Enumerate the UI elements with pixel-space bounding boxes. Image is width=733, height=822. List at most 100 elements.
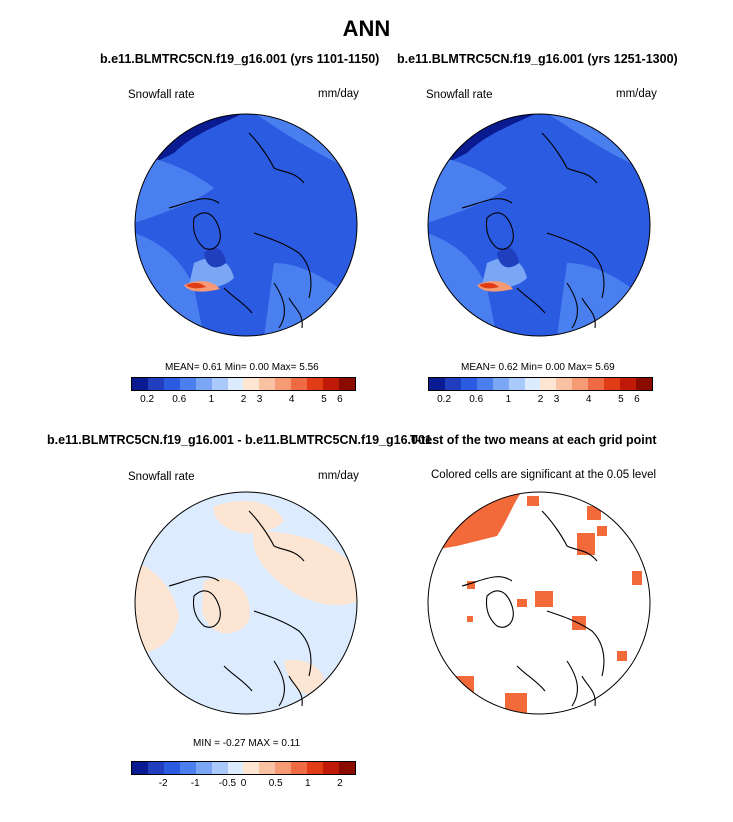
colorbar-swatch bbox=[147, 762, 164, 774]
colorbar-tick-label: -2 bbox=[158, 778, 168, 789]
panel4-signif-cell bbox=[467, 581, 475, 589]
colorbar-tick-label: 6 bbox=[634, 394, 640, 405]
colorbar-tick-label: -0.5 bbox=[218, 778, 237, 789]
colorbar-swatch bbox=[179, 762, 196, 774]
colorbar-swatch bbox=[323, 762, 339, 774]
panel2-units-label: mm/day bbox=[616, 88, 657, 100]
panel1-field-band-f bbox=[204, 247, 226, 268]
panel2-field-band-f bbox=[497, 247, 519, 268]
colorbar-swatch bbox=[163, 762, 180, 774]
panel2-title: b.e11.BLMTRC5CN.f19_g16.001 (yrs 1251-13… bbox=[397, 52, 678, 66]
colorbar-swatch bbox=[211, 762, 228, 774]
panel2-colorbar bbox=[428, 377, 653, 391]
colorbar-tick-label: 3 bbox=[256, 394, 263, 405]
colorbar-swatch bbox=[195, 762, 212, 774]
colorbar-swatch bbox=[179, 378, 196, 390]
panel3-field-positive-c bbox=[135, 561, 179, 656]
colorbar-swatch bbox=[338, 378, 355, 390]
colorbar-swatch bbox=[132, 762, 148, 774]
panel2-field-band-e bbox=[482, 258, 527, 289]
panel2-map bbox=[427, 113, 651, 337]
colorbar-swatch bbox=[604, 378, 621, 390]
panel3-title: b.e11.BLMTRC5CN.f19_g16.001 - b.e11.BLMT… bbox=[47, 433, 432, 447]
panel1-colorbar-ticks: 0.2 0.6 1 2 3 4 5 6 bbox=[131, 394, 356, 406]
colorbar-tick-label: 0.6 bbox=[469, 394, 484, 405]
colorbar-tick-label: 1 bbox=[505, 394, 512, 405]
colorbar-swatch bbox=[620, 378, 636, 390]
colorbar-swatch bbox=[338, 762, 355, 774]
panel4-signif-cell bbox=[535, 591, 553, 607]
panel4-subtitle: Colored cells are significant at the 0.0… bbox=[431, 469, 657, 481]
panel1-title: b.e11.BLMTRC5CN.f19_g16.001 (yrs 1101-11… bbox=[100, 52, 380, 66]
panel3-stats: MIN = -0.27 MAX = 0.11 bbox=[193, 738, 300, 749]
panel3-colorbar-ticks: -2 -1 -0.5 0 0.5 1 2 bbox=[131, 778, 356, 790]
panel3-max-label: MAX = bbox=[248, 738, 279, 749]
colorbar-tick-label: 0.5 bbox=[268, 778, 283, 789]
colorbar-tick-label: 1 bbox=[208, 394, 215, 405]
colorbar-swatch bbox=[227, 378, 244, 390]
colorbar-swatch bbox=[291, 378, 308, 390]
panel1-field-peak-core bbox=[186, 282, 206, 289]
colorbar-tick-label: -1 bbox=[190, 778, 200, 789]
panel3-map-border bbox=[134, 491, 358, 715]
colorbar-tick-label: 4 bbox=[585, 394, 592, 405]
colorbar-swatch bbox=[524, 378, 541, 390]
colorbar-swatch bbox=[492, 378, 509, 390]
colorbar-swatch bbox=[227, 762, 244, 774]
panel3-units-label: mm/day bbox=[318, 470, 359, 482]
colorbar-swatch bbox=[508, 378, 525, 390]
colorbar-tick-label: 2 bbox=[537, 394, 544, 405]
panel2-field-band-a bbox=[428, 153, 507, 223]
panel2-coastlines bbox=[461, 132, 605, 329]
panel2-max-value: 5.69 bbox=[595, 362, 615, 373]
panel2-colorbar-ticks: 0.2 0.6 1 2 3 4 5 6 bbox=[428, 394, 653, 406]
colorbar-tick-label: 5 bbox=[321, 394, 327, 405]
panel2-field-peak-core bbox=[479, 282, 499, 289]
panel3-field-positive-b bbox=[253, 531, 357, 606]
colorbar-swatch bbox=[444, 378, 461, 390]
panel4-signif-cell bbox=[527, 496, 539, 506]
colorbar-swatch bbox=[147, 378, 164, 390]
colorbar-swatch bbox=[307, 378, 324, 390]
panel4-title: T-test of the two means at each grid poi… bbox=[410, 433, 657, 447]
colorbar-swatch bbox=[259, 378, 276, 390]
panel3-colorbar bbox=[131, 761, 356, 775]
panel2-mean-value: 0.62 bbox=[498, 362, 518, 373]
panel4-signif-cell bbox=[587, 506, 601, 520]
panel1-map bbox=[134, 113, 358, 337]
colorbar-tick-label: 6 bbox=[337, 394, 343, 405]
panel3-field-positive-a bbox=[213, 501, 284, 534]
colorbar-swatch bbox=[572, 378, 589, 390]
panel3-field-positive-e bbox=[284, 660, 325, 695]
panel2-variable-label: Snowfall rate bbox=[426, 89, 493, 101]
panel2-stats: MEAN= 0.62 Min= 0.00 Max= 5.69 bbox=[461, 362, 615, 373]
panel2-mean-label: MEAN= bbox=[461, 362, 496, 373]
panel1-mean-value: 0.61 bbox=[202, 362, 222, 373]
panel4-signif-cell bbox=[597, 526, 607, 536]
colorbar-tick-label: 0 bbox=[240, 778, 247, 789]
panel4-signif-cell bbox=[632, 571, 642, 585]
colorbar-swatch bbox=[195, 378, 212, 390]
panel1-max-value: 5.56 bbox=[299, 362, 319, 373]
panel3-field-positive-d bbox=[202, 578, 250, 634]
panel1-colorbar bbox=[131, 377, 356, 391]
colorbar-tick-label: 0.2 bbox=[437, 394, 452, 405]
colorbar-swatch bbox=[556, 378, 573, 390]
panel3-min-label: MIN = bbox=[193, 738, 220, 749]
panel1-field-band-a bbox=[135, 153, 214, 223]
panel4-signif-cell bbox=[467, 616, 473, 622]
colorbar-swatch bbox=[259, 762, 276, 774]
panel4-signif-cell bbox=[617, 651, 627, 661]
colorbar-swatch bbox=[635, 378, 652, 390]
colorbar-tick-label: 1 bbox=[305, 778, 311, 789]
colorbar-swatch bbox=[243, 762, 260, 774]
panel4-signif-cell bbox=[505, 693, 527, 713]
colorbar-swatch bbox=[132, 378, 148, 390]
panel1-min-value: 0.00 bbox=[249, 362, 269, 373]
colorbar-swatch bbox=[307, 762, 324, 774]
colorbar-swatch bbox=[275, 378, 292, 390]
colorbar-swatch bbox=[476, 378, 493, 390]
panel1-map-border bbox=[134, 113, 358, 337]
panel2-min-label: Min= bbox=[520, 362, 543, 373]
panel1-stats: MEAN= 0.61 Min= 0.00 Max= 5.56 bbox=[165, 362, 319, 373]
